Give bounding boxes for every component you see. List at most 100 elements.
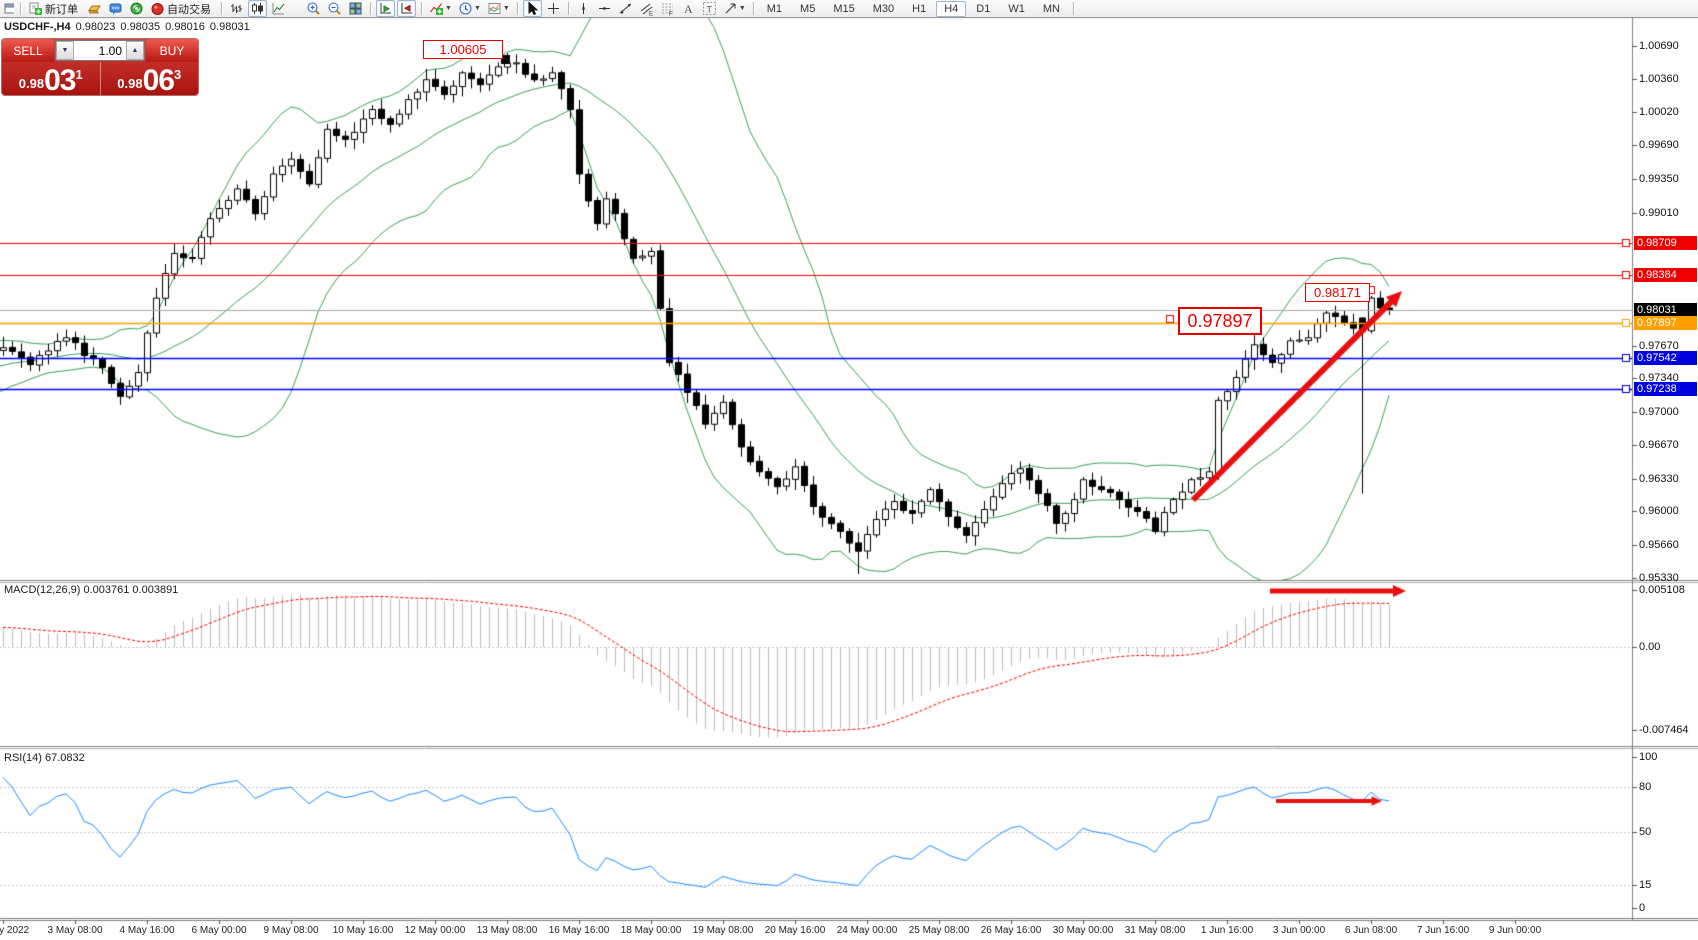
zoom-in-button[interactable] xyxy=(304,0,323,17)
signals-button[interactable] xyxy=(127,0,146,17)
new-chart-button[interactable] xyxy=(1,0,15,17)
crosshair-icon xyxy=(546,1,561,16)
svg-text:F: F xyxy=(669,12,673,17)
indicators-icon xyxy=(429,1,444,16)
toolbar-gap xyxy=(289,8,303,9)
timeframe-m15-button[interactable]: M15 xyxy=(833,2,855,15)
trendline-button[interactable] xyxy=(616,0,635,17)
sell-price[interactable]: 0.98 03 1 xyxy=(2,62,101,97)
buy-button[interactable]: BUY xyxy=(146,39,198,62)
zoom-out-button[interactable] xyxy=(325,0,344,17)
equidistant-channel-icon: E xyxy=(639,1,654,16)
sell-price-big: 03 xyxy=(44,64,76,97)
time-axis-label: 2 May 2022 xyxy=(0,925,30,936)
rsi-axis-tick: 50 xyxy=(1639,826,1652,839)
price-tag: 0.97238 xyxy=(1634,382,1697,396)
auto-scroll-button[interactable] xyxy=(376,0,395,17)
buy-price-pip: 3 xyxy=(173,67,182,82)
horizontal-line-icon xyxy=(597,1,612,16)
time-axis-label: 19 May 08:00 xyxy=(692,925,754,936)
timeframe-w1-button[interactable]: W1 xyxy=(1008,2,1025,15)
text-button[interactable]: A xyxy=(679,0,698,17)
community-button[interactable] xyxy=(106,0,125,17)
timeframe-m5-button[interactable]: M5 xyxy=(800,2,816,15)
templates-button[interactable]: ▼ xyxy=(485,0,512,17)
time-axis-label: 24 May 00:00 xyxy=(836,925,898,936)
metaeditor-button[interactable] xyxy=(85,0,104,17)
vertical-line-icon xyxy=(576,1,591,16)
time-axis-label: 30 May 00:00 xyxy=(1052,925,1114,936)
indicators-button[interactable]: ▼ xyxy=(427,0,454,17)
volume-input[interactable] xyxy=(74,41,126,60)
price-axis-tick: 0.99690 xyxy=(1639,139,1679,152)
autotrading-button[interactable]: 自动交易 xyxy=(148,0,216,17)
macd-values: 0.003761 0.003891 xyxy=(83,584,179,596)
bar-chart-button[interactable] xyxy=(227,0,246,17)
zoom-out-icon xyxy=(327,1,342,16)
time-axis-label: 4 May 16:00 xyxy=(119,925,175,936)
equidistant-channel-button[interactable]: E xyxy=(637,0,656,17)
cursor-icon xyxy=(525,1,540,16)
recent-high-callout[interactable]: 0.98171 xyxy=(1305,283,1370,302)
arrows-button[interactable]: ▼ xyxy=(721,0,748,17)
auto-scroll-icon xyxy=(378,1,393,16)
new-order-icon xyxy=(28,1,43,16)
arrows-icon xyxy=(723,1,738,16)
line-chart-button[interactable] xyxy=(269,0,288,17)
sell-button[interactable]: SELL xyxy=(2,39,54,62)
toolbar-separator xyxy=(567,2,569,15)
bar-chart-icon xyxy=(229,1,244,16)
cursor-button[interactable] xyxy=(522,0,542,17)
time-axis-label: 9 May 08:00 xyxy=(263,925,319,936)
toolbar-separator xyxy=(221,2,222,15)
ohlc-open: 0.98023 xyxy=(75,21,116,33)
toolbar-separator xyxy=(421,2,422,15)
timeframe-d1-button[interactable]: D1 xyxy=(976,2,991,15)
price-axis-tick: 0.99010 xyxy=(1639,206,1679,219)
time-axis-label: 31 May 08:00 xyxy=(1124,925,1186,936)
horizontal-line-button[interactable] xyxy=(595,0,614,17)
svg-text:E: E xyxy=(649,12,653,17)
fibonacci-button[interactable]: F xyxy=(658,0,677,17)
volume-up-button[interactable]: ▲ xyxy=(126,41,144,60)
chart-shift-button[interactable] xyxy=(397,0,416,17)
volume-down-button[interactable]: ▼ xyxy=(56,41,74,60)
candle-chart-button[interactable] xyxy=(248,0,267,17)
macd-axis-tick: 0.005108 xyxy=(1639,583,1685,596)
tile-windows-button[interactable] xyxy=(346,0,365,17)
timeframe-h4-button[interactable]: H4 xyxy=(936,0,967,17)
timeframe-h1-button[interactable]: H1 xyxy=(912,2,927,15)
rsi-axis-tick: 100 xyxy=(1639,750,1658,763)
time-axis-label: 13 May 08:00 xyxy=(476,925,538,936)
toolbar-button-label: 新订单 xyxy=(45,3,78,16)
timeframe-m1-button[interactable]: M1 xyxy=(766,2,783,15)
ohlc-low: 0.98016 xyxy=(165,21,205,33)
periods-button[interactable]: ▼ xyxy=(456,0,483,17)
price-tag: 0.97542 xyxy=(1634,351,1697,365)
callout-text: 0.97897 xyxy=(1187,310,1253,331)
price-tag: 0.98031 xyxy=(1634,303,1697,317)
price-axis-tick: 0.95660 xyxy=(1639,539,1679,552)
new-order-button[interactable]: 新订单 xyxy=(26,0,83,17)
crosshair-button[interactable] xyxy=(544,0,563,17)
timeframe-m30-button[interactable]: M30 xyxy=(872,2,895,15)
line-chart-icon xyxy=(271,1,286,16)
text-label-button[interactable]: T xyxy=(700,0,719,17)
support-price-callout[interactable]: 0.97897 xyxy=(1178,307,1262,335)
periods-icon xyxy=(458,1,473,16)
volume-stepper: ▼ ▲ xyxy=(55,40,145,61)
price-axis-tick: 1.00690 xyxy=(1639,40,1679,52)
timeframe-mn-button[interactable]: MN xyxy=(1042,2,1060,15)
price-tag: 0.98384 xyxy=(1634,268,1697,282)
rsi-value: 67.0832 xyxy=(44,752,85,764)
price-axis-tick: 1.00360 xyxy=(1639,72,1679,85)
svg-text:A: A xyxy=(684,2,693,16)
time-axis-label: 3 May 08:00 xyxy=(47,925,103,936)
text-label-icon: T xyxy=(702,1,717,16)
price-axis-tick: 0.97000 xyxy=(1639,406,1679,419)
time-axis-label: 20 May 16:00 xyxy=(764,925,826,936)
buy-price[interactable]: 0.98 06 3 xyxy=(101,62,199,96)
high-price-callout[interactable]: 1.00605 xyxy=(423,40,503,59)
vertical-line-button[interactable] xyxy=(574,0,593,17)
